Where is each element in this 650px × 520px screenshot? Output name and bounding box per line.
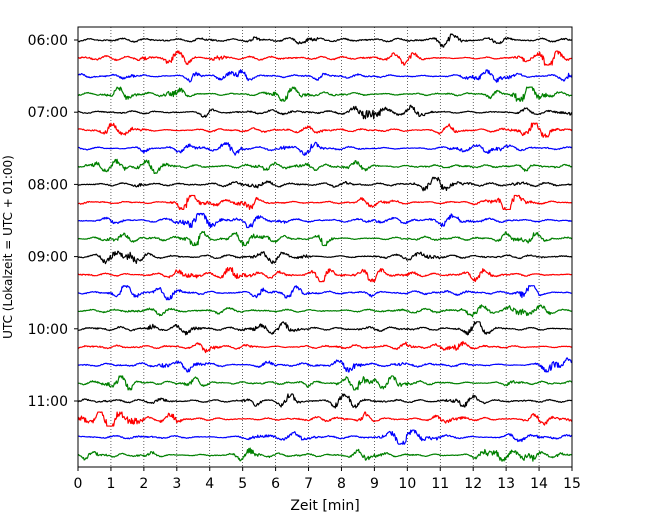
- seismogram-traces: [77, 33, 573, 462]
- seismogram-trace: [77, 50, 573, 66]
- y-tick-label: 11:00: [28, 394, 68, 410]
- seismogram-trace: [77, 375, 573, 391]
- x-tick-label: 4: [205, 476, 214, 492]
- seismogram-trace: [77, 357, 573, 373]
- x-tick-label: 15: [563, 476, 581, 492]
- seismogram-trace: [77, 304, 573, 318]
- x-tick-label: 6: [271, 476, 280, 492]
- plot-frame: [77, 26, 573, 468]
- y-axis-label: UTC (Lokalzeit = UTC + 01:00): [1, 155, 15, 339]
- seismogram-trace: [77, 250, 573, 265]
- seismogram-trace: [77, 411, 573, 427]
- y-tick-label: 08:00: [28, 177, 68, 193]
- x-tick-label: 9: [370, 476, 379, 492]
- seismogram-trace: [77, 230, 573, 247]
- seismogram-trace: [77, 122, 573, 138]
- x-tick-label: 13: [497, 476, 515, 492]
- x-axis-ticks: 0 1 2 3 4 5 6 7 8 9 10 11 12 13 14 15: [74, 467, 581, 492]
- y-tick-label: 06:00: [28, 33, 68, 49]
- x-tick-label: 8: [337, 476, 346, 492]
- seismogram-trace: [77, 176, 573, 192]
- seismogram-trace: [77, 321, 573, 336]
- y-tick-label: 10:00: [28, 322, 68, 338]
- gridlines: [110, 27, 540, 467]
- seismogram-trace: [77, 340, 573, 354]
- seismogram-trace: [77, 212, 573, 229]
- x-tick-label: 0: [74, 476, 83, 492]
- seismogram-trace: [77, 285, 573, 301]
- x-tick-label: 14: [530, 476, 548, 492]
- seismogram-trace: [77, 33, 573, 48]
- seismogram-trace: [77, 393, 573, 409]
- seismogram-trace: [77, 86, 573, 102]
- seismogram-trace: [77, 158, 573, 174]
- x-tick-label: 5: [238, 476, 247, 492]
- y-axis-ticks: 06:00 07:00 08:00 09:00 10:00 11:00: [28, 33, 78, 410]
- seismogram-trace: [77, 104, 573, 120]
- y-tick-label: 07:00: [28, 105, 68, 121]
- x-tick-label: 11: [431, 476, 449, 492]
- seismogram-trace: [77, 447, 573, 462]
- x-tick-label: 12: [464, 476, 482, 492]
- x-tick-label: 1: [106, 476, 115, 492]
- seismogram-trace: [77, 267, 573, 283]
- x-tick-label: 7: [304, 476, 313, 492]
- x-tick-label: 3: [172, 476, 181, 492]
- seismogram-trace: [77, 429, 573, 445]
- seismogram-trace: [77, 194, 573, 211]
- x-tick-label: 2: [139, 476, 148, 492]
- seismogram-trace: [77, 69, 573, 83]
- x-axis-label: Zeit [min]: [290, 498, 359, 514]
- seismogram-trace: [77, 141, 573, 156]
- y-tick-label: 09:00: [28, 250, 68, 266]
- x-tick-label: 10: [398, 476, 416, 492]
